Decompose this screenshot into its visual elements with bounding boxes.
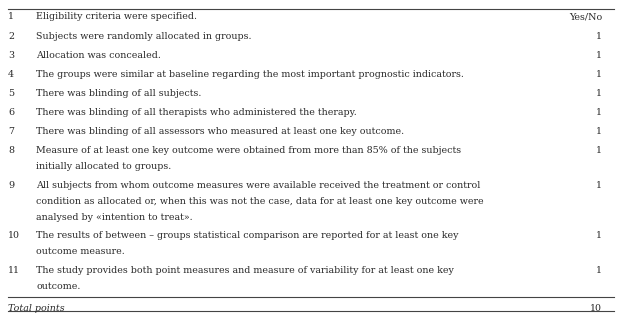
Text: 10: 10 (8, 231, 20, 240)
Text: Eligibility criteria were specified.: Eligibility criteria were specified. (36, 12, 197, 21)
Text: There was blinding of all therapists who administered the therapy.: There was blinding of all therapists who… (36, 108, 357, 117)
Text: Subjects were randomly allocated in groups.: Subjects were randomly allocated in grou… (36, 31, 251, 41)
Text: 6: 6 (8, 108, 14, 117)
Text: The groups were similar at baseline regarding the most important prognostic indi: The groups were similar at baseline rega… (36, 70, 464, 79)
Text: 1: 1 (596, 266, 602, 275)
Text: 1: 1 (8, 12, 14, 21)
Text: The study provides both point measures and measure of variability for at least o: The study provides both point measures a… (36, 266, 454, 275)
Text: There was blinding of all assessors who measured at least one key outcome.: There was blinding of all assessors who … (36, 127, 404, 136)
Text: 1: 1 (596, 231, 602, 240)
Text: 8: 8 (8, 147, 14, 155)
Text: outcome.: outcome. (36, 281, 80, 291)
Text: 1: 1 (596, 31, 602, 41)
Text: outcome measure.: outcome measure. (36, 247, 125, 256)
Text: 1: 1 (596, 51, 602, 60)
Text: 9: 9 (8, 181, 14, 190)
Text: All subjects from whom outcome measures were available received the treatment or: All subjects from whom outcome measures … (36, 181, 480, 190)
Text: Total points: Total points (8, 304, 65, 313)
Text: condition as allocated or, when this was not the case, data for at least one key: condition as allocated or, when this was… (36, 197, 484, 206)
Text: 7: 7 (8, 127, 14, 136)
Text: 10: 10 (590, 304, 602, 313)
Text: 4: 4 (8, 70, 14, 79)
Text: The results of between – groups statistical comparison are reported for at least: The results of between – groups statisti… (36, 231, 458, 240)
Text: 1: 1 (596, 127, 602, 136)
Text: 1: 1 (596, 108, 602, 117)
Text: There was blinding of all subjects.: There was blinding of all subjects. (36, 89, 202, 98)
Text: 11: 11 (8, 266, 20, 275)
Text: analysed by «intention to treat».: analysed by «intention to treat». (36, 213, 193, 222)
Text: Yes/No: Yes/No (569, 12, 602, 21)
Text: 1: 1 (596, 147, 602, 155)
Text: 1: 1 (596, 181, 602, 190)
Text: 1: 1 (596, 89, 602, 98)
Text: 1: 1 (596, 70, 602, 79)
Text: Allocation was concealed.: Allocation was concealed. (36, 51, 161, 60)
Text: Measure of at least one key outcome were obtained from more than 85% of the subj: Measure of at least one key outcome were… (36, 147, 461, 155)
Text: 3: 3 (8, 51, 14, 60)
Text: initially allocated to groups.: initially allocated to groups. (36, 162, 171, 172)
Text: 2: 2 (8, 31, 14, 41)
Text: 5: 5 (8, 89, 14, 98)
